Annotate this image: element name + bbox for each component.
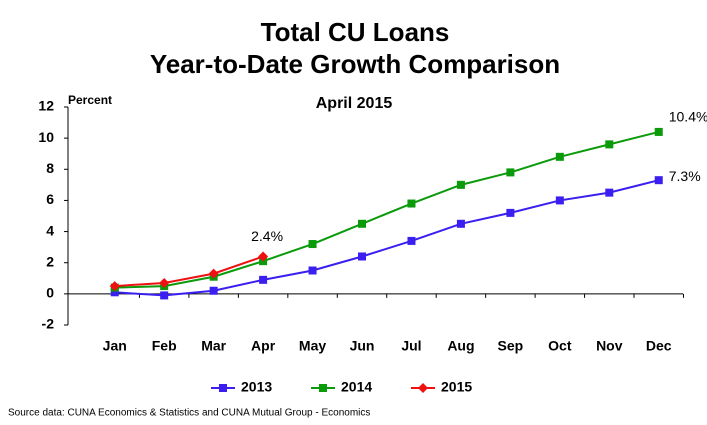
x-tick-label: Nov	[596, 338, 623, 354]
y-tick-label: 10	[38, 129, 54, 145]
legend-label: 2014	[341, 379, 372, 395]
x-tick-label: Aug	[447, 338, 474, 354]
y-tick-label: 4	[46, 222, 54, 238]
data-point	[308, 240, 317, 249]
data-point	[208, 268, 219, 279]
data-label: 7.3%	[669, 168, 701, 184]
y-tick-label: 0	[46, 285, 54, 301]
x-tick-label: May	[299, 338, 326, 354]
x-tick-label: Jan	[103, 338, 127, 354]
x-tick-label: Jul	[401, 338, 421, 354]
data-point	[160, 291, 169, 300]
y-tick-label: -2	[42, 316, 55, 332]
data-point	[555, 152, 564, 161]
series-line	[114, 255, 264, 288]
chart-title: Year-to-Date Growth Comparison	[150, 49, 560, 79]
data-point	[259, 275, 268, 284]
data-point	[654, 176, 663, 185]
legend-marker	[319, 384, 327, 392]
data-point	[407, 199, 416, 208]
data-point	[209, 286, 218, 295]
data-point	[109, 281, 120, 292]
data-point	[555, 196, 564, 205]
series-line	[114, 130, 659, 289]
data-point	[506, 208, 515, 217]
x-tick-label: Dec	[646, 338, 672, 354]
legend-marker	[418, 383, 428, 393]
data-label: 10.4%	[669, 109, 707, 125]
y-tick-label: 6	[46, 191, 54, 207]
source-note: Source data: CUNA Economics & Statistics…	[8, 408, 370, 419]
chart-subtitle: April 2015	[316, 95, 393, 112]
x-tick-label: Mar	[201, 338, 226, 354]
data-point	[258, 251, 269, 262]
data-point	[456, 180, 465, 189]
x-tick-label: Oct	[548, 338, 572, 354]
data-point	[159, 277, 170, 288]
data-point	[605, 140, 614, 149]
legend-label: 2013	[241, 379, 272, 395]
y-tick-label: 8	[46, 160, 54, 176]
series-line	[114, 179, 659, 297]
data-point	[506, 168, 515, 177]
chart-title: Total CU Loans	[261, 17, 450, 47]
data-point	[605, 188, 614, 197]
data-point	[308, 266, 317, 275]
legend-label: 2015	[441, 379, 472, 395]
x-tick-label: Apr	[251, 338, 276, 354]
data-point	[110, 288, 119, 297]
y-tick-label: 2	[46, 253, 54, 269]
legend-marker	[219, 384, 227, 392]
data-point	[654, 127, 663, 136]
x-tick-label: Feb	[152, 338, 177, 354]
data-point	[456, 219, 465, 228]
x-tick-label: Sep	[498, 338, 524, 354]
data-label: 2.4%	[251, 228, 283, 244]
y-axis-label: Percent	[68, 93, 112, 107]
data-point	[358, 219, 367, 228]
data-point	[358, 252, 367, 261]
x-tick-label: Jun	[350, 338, 375, 354]
data-point	[407, 236, 416, 245]
y-tick-label: 12	[38, 98, 54, 114]
